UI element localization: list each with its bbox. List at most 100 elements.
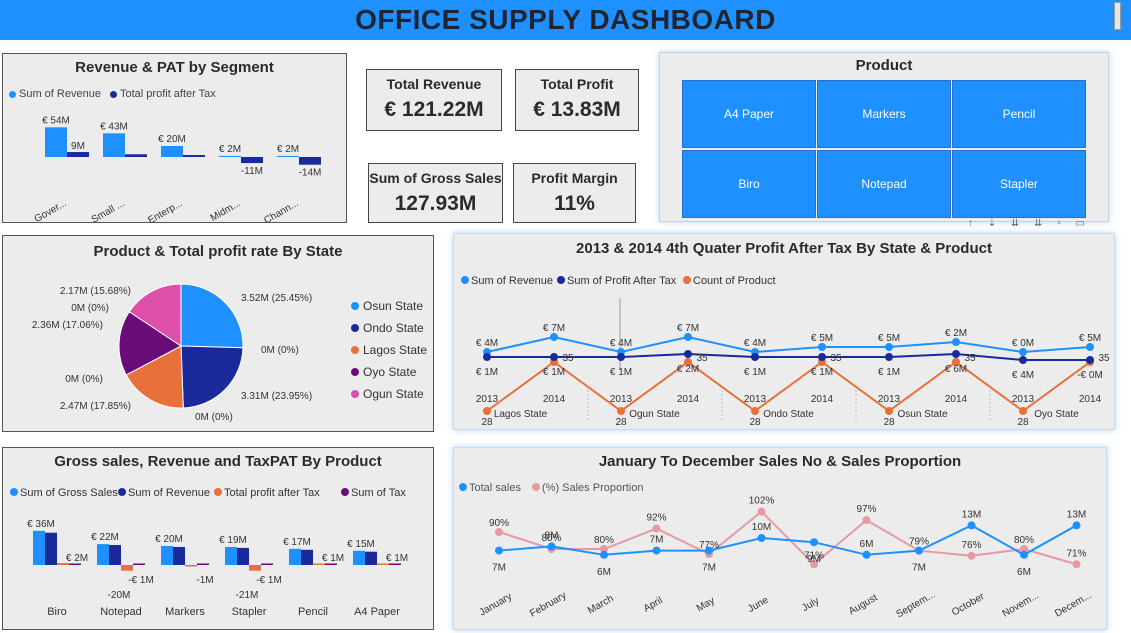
kpi-label: Profit Margin <box>531 170 618 186</box>
product-tile-biro[interactable]: Biro <box>682 150 816 218</box>
tax-bar <box>197 563 209 565</box>
scrollbar-thumb[interactable] <box>1114 2 1121 30</box>
state-tick-label: Oyo State <box>1034 409 1079 420</box>
product-sales-bar-chart: Sum of Gross Sales Sum of Revenue Total pr… <box>10 487 408 618</box>
revenue-data-label: € 4M <box>476 338 498 349</box>
revenue-data-label: € 5M <box>811 333 833 344</box>
revenue-data-label: € 2M <box>945 328 967 339</box>
revenue-point <box>684 333 692 341</box>
sales-point <box>810 538 818 547</box>
proportion-data-label: 79% <box>909 537 929 548</box>
year-tick-label: 2013 <box>476 394 499 405</box>
revenue-bar <box>365 551 377 565</box>
revenue-point <box>1019 348 1027 356</box>
legend-dot <box>9 90 16 98</box>
profit-data-label: € 1M <box>476 367 498 378</box>
kpi-label: Total Profit <box>540 76 614 92</box>
sales-point <box>915 546 923 555</box>
profit-data-label: € 2M <box>66 553 88 564</box>
count-data-label: 35 <box>964 353 976 364</box>
count-point <box>885 407 893 415</box>
year-tick-label: 2014 <box>945 394 968 405</box>
count-point <box>751 407 759 415</box>
state-tick-label: Ogun State <box>629 409 680 420</box>
year-tick-label: 2014 <box>543 394 566 405</box>
page-title: OFFICE SUPPLY DASHBOARD <box>355 4 776 35</box>
proportion-data-label: 92% <box>646 513 666 524</box>
kpi-value: 11% <box>554 192 595 215</box>
revenue-bar <box>219 155 241 157</box>
revenue-data-label: € 7M <box>677 323 699 334</box>
q4-profit-panel[interactable]: 2013 & 2014 4th Quater Profit After Tax … <box>453 233 1115 430</box>
kpi-value: € 121.22M <box>384 98 484 121</box>
profit-data-label: -€ 0M <box>1077 370 1103 381</box>
visual-toolbar[interactable]: ↑ ⇣ ⇊ ⇊ ▫ ▭ <box>967 218 1091 229</box>
revenue-data-label: € 54M <box>42 115 70 126</box>
gross-sales-card: Sum of Gross Sales 127.93M <box>368 163 503 223</box>
pie-data-label: 0M (0%) <box>195 412 233 423</box>
sales-data-label: 6M <box>860 539 874 550</box>
segment-chart-panel[interactable]: Revenue & PAT by Segment Sum of Revenue … <box>2 53 347 223</box>
state-tick-label: Osun State <box>897 409 947 420</box>
total-revenue-card: Total Revenue € 121.22M <box>366 69 502 131</box>
proportion-data-label: 80% <box>541 533 561 544</box>
proportion-point <box>495 528 503 536</box>
product-tile-a4-paper[interactable]: A4 Paper <box>682 80 816 148</box>
year-tick-label: 2013 <box>744 394 767 405</box>
legend-label: Lagos State <box>363 343 427 357</box>
proportion-line <box>498 510 1077 566</box>
revenue-bar <box>237 547 249 565</box>
monthly-sales-panel[interactable]: January To December Sales No & Sales Pro… <box>453 447 1107 630</box>
profit-data-label: € 1M <box>811 367 833 378</box>
revenue-data-label: € 2M <box>219 144 241 155</box>
profit-bar <box>249 565 261 571</box>
revenue-point <box>1086 343 1094 351</box>
legend-label: Sum of Tax <box>351 487 406 499</box>
sales-point <box>495 546 503 555</box>
revenue-data-label: € 2M <box>277 144 299 155</box>
profit-data-label: 9M <box>71 141 85 152</box>
sales-point <box>705 546 713 555</box>
legend-dot <box>118 488 126 496</box>
legend-dot <box>351 302 359 310</box>
state-tick-label: Lagos State <box>494 409 548 420</box>
gross-bar <box>97 544 109 565</box>
pie-data-label: 0M (0%) <box>65 374 103 385</box>
kpi-value: 127.93M <box>394 192 477 215</box>
product-tile-stapler[interactable]: Stapler <box>952 150 1086 218</box>
gross-data-label: € 22M <box>91 532 119 543</box>
count-data-label: 35 <box>830 353 842 364</box>
tax-bar <box>69 563 81 565</box>
legend-label: Sum of Revenue <box>19 88 101 100</box>
product-tile-notepad[interactable]: Notepad <box>817 150 951 218</box>
profit-data-label: € 1M <box>543 367 565 378</box>
sales-point <box>652 546 661 555</box>
state-pie-panel[interactable]: Product & Total profit rate By State 3.5… <box>2 235 434 432</box>
category-tick-label: Biro <box>47 606 67 618</box>
proportion-data-label: 71% <box>804 550 824 561</box>
product-tile-pencil[interactable]: Pencil <box>952 80 1086 148</box>
revenue-data-label: € 43M <box>100 121 128 132</box>
product-tile-markers[interactable]: Markers <box>817 80 951 148</box>
profit-point <box>952 350 960 358</box>
count-line <box>486 360 1091 413</box>
category-tick-label: Notepad <box>100 606 142 618</box>
legend-label: Sum of Gross Sales <box>20 487 118 499</box>
low-data-label: -20M <box>108 590 131 601</box>
state-pie-title: Product & Total profit rate By State <box>93 243 343 260</box>
legend-dot <box>341 488 349 496</box>
product-sales-panel[interactable]: Gross sales, Revenue and TaxPAT By Produ… <box>2 447 434 630</box>
profit-point <box>483 353 491 361</box>
legend-dot <box>351 368 359 376</box>
sales-data-label: 13M <box>1067 509 1086 520</box>
sales-point <box>600 550 608 559</box>
revenue-data-label: € 7M <box>543 323 565 334</box>
kpi-label: Sum of Gross Sales <box>369 170 502 186</box>
category-tick-label: Pencil <box>298 606 328 618</box>
legend-dot <box>461 276 469 284</box>
monthly-sales-line-chart: Total sales (%) Sales Proportion 90% 80% 80%… <box>459 482 1093 620</box>
profit-data-label: € 1M <box>386 553 408 564</box>
proportion-data-label: 102% <box>749 496 775 507</box>
profit-data-label: -14M <box>299 168 322 179</box>
